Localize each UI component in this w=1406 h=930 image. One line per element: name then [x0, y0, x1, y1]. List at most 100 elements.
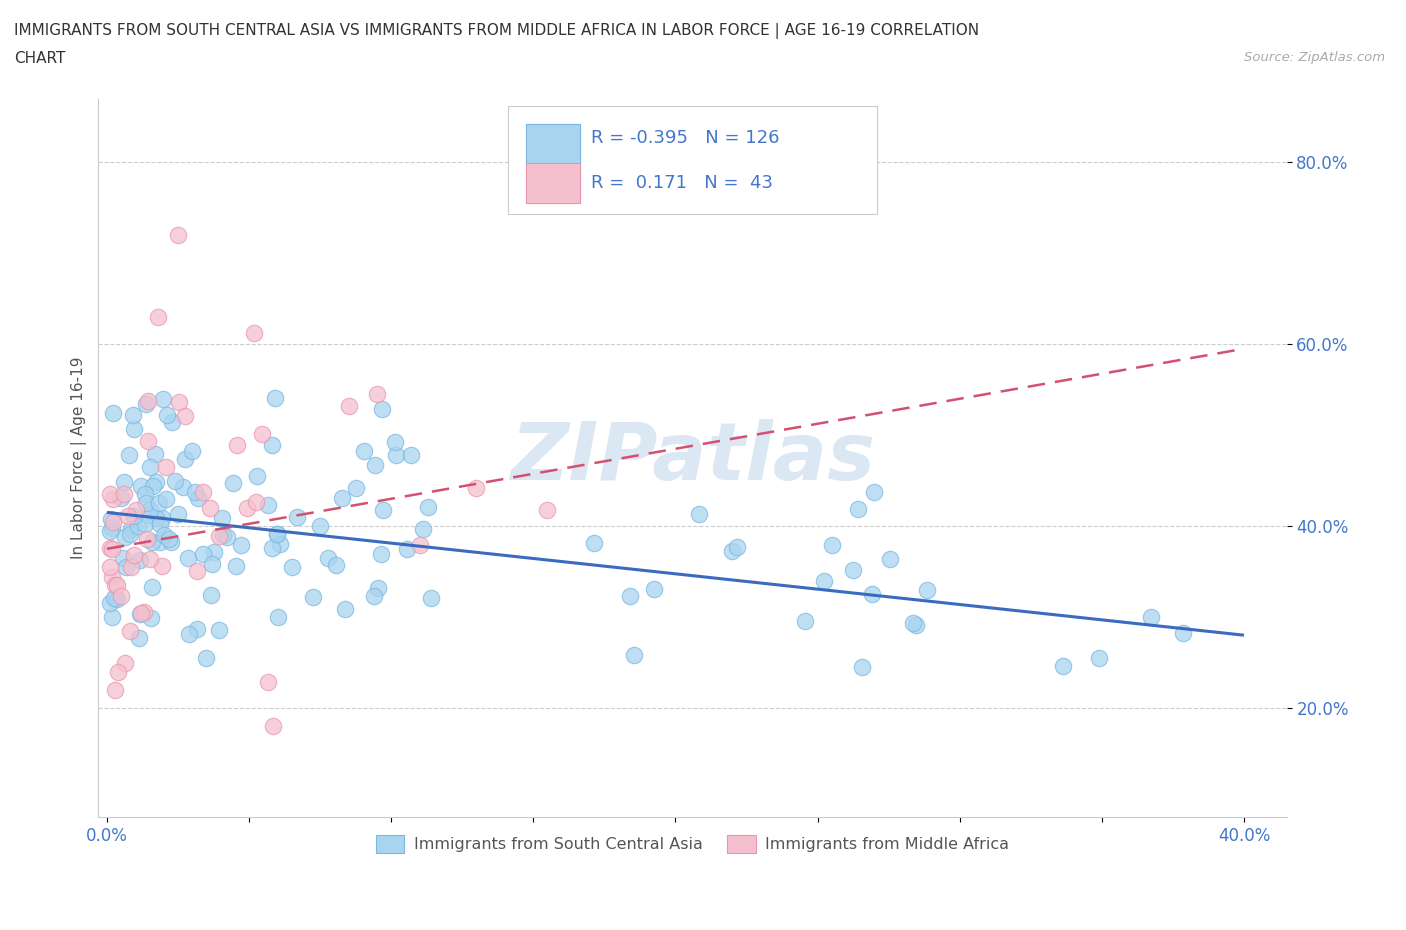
- Legend: Immigrants from South Central Asia, Immigrants from Middle Africa: Immigrants from South Central Asia, Immi…: [370, 828, 1015, 859]
- Point: [122, 547, 145, 562]
- Point: [285, 510, 308, 525]
- Point: [129, 479, 152, 494]
- Point: [134, 486, 156, 501]
- Point: [198, 500, 221, 515]
- Point: [110, 589, 132, 604]
- Point: [120, 522, 142, 537]
- Point: [399, 447, 422, 462]
- Point: [208, 622, 231, 637]
- FancyBboxPatch shape: [526, 124, 579, 164]
- Point: [842, 563, 865, 578]
- Point: [152, 392, 174, 406]
- Point: [98, 595, 121, 610]
- Point: [384, 434, 406, 449]
- Point: [107, 664, 129, 679]
- Point: [160, 415, 183, 430]
- Point: [364, 458, 387, 472]
- Point: [851, 659, 873, 674]
- Point: [465, 481, 488, 496]
- Text: R = -0.395   N = 126: R = -0.395 N = 126: [592, 129, 780, 147]
- Point: [915, 583, 938, 598]
- Point: [264, 391, 287, 405]
- Point: [309, 519, 332, 534]
- Point: [846, 502, 869, 517]
- Point: [901, 615, 924, 630]
- Point: [136, 433, 159, 448]
- Point: [141, 579, 163, 594]
- Point: [176, 551, 198, 565]
- Point: [266, 526, 288, 541]
- Point: [229, 538, 252, 552]
- Point: [141, 535, 163, 550]
- Point: [146, 310, 169, 325]
- Point: [353, 444, 375, 458]
- Point: [183, 485, 205, 499]
- Point: [104, 683, 127, 698]
- Point: [120, 560, 142, 575]
- Point: [159, 535, 181, 550]
- Point: [211, 511, 233, 525]
- Point: [269, 537, 291, 551]
- Point: [129, 606, 152, 621]
- Point: [643, 581, 665, 596]
- Point: [112, 474, 135, 489]
- Point: [105, 591, 128, 606]
- Point: [619, 589, 641, 604]
- Point: [152, 559, 174, 574]
- Point: [337, 398, 360, 413]
- Point: [363, 589, 385, 604]
- Point: [333, 602, 356, 617]
- Point: [860, 586, 883, 601]
- Point: [100, 512, 122, 526]
- Point: [118, 527, 141, 542]
- Point: [194, 651, 217, 666]
- Point: [139, 551, 162, 566]
- Point: [128, 631, 150, 645]
- Point: [104, 578, 127, 592]
- Point: [138, 460, 160, 475]
- Point: [138, 502, 160, 517]
- Point: [101, 609, 124, 624]
- Point: [134, 604, 156, 619]
- Point: [112, 551, 135, 565]
- Point: [153, 528, 176, 543]
- Point: [101, 405, 124, 420]
- Point: [101, 570, 124, 585]
- Point: [98, 560, 121, 575]
- Point: [136, 532, 159, 547]
- Point: [98, 486, 121, 501]
- Point: [344, 481, 367, 496]
- Point: [187, 491, 209, 506]
- Point: [262, 438, 284, 453]
- Point: [142, 478, 165, 493]
- Point: [1171, 626, 1194, 641]
- Point: [904, 618, 927, 632]
- Point: [863, 485, 886, 499]
- Point: [177, 627, 200, 642]
- Point: [114, 656, 136, 671]
- Point: [155, 492, 177, 507]
- Point: [110, 491, 132, 506]
- Point: [623, 647, 645, 662]
- Point: [222, 475, 245, 490]
- Point: [101, 491, 124, 506]
- Point: [172, 480, 194, 495]
- Point: [136, 393, 159, 408]
- Point: [145, 475, 167, 490]
- Text: IMMIGRANTS FROM SOUTH CENTRAL ASIA VS IMMIGRANTS FROM MIDDLE AFRICA IN LABOR FOR: IMMIGRANTS FROM SOUTH CENTRAL ASIA VS IM…: [14, 23, 979, 39]
- Point: [267, 609, 290, 624]
- Point: [127, 519, 149, 534]
- Point: [330, 491, 353, 506]
- Text: ZIPatlas: ZIPatlas: [510, 418, 875, 497]
- Point: [419, 591, 441, 606]
- Point: [370, 546, 392, 561]
- Point: [246, 469, 269, 484]
- Point: [98, 540, 121, 555]
- Point: [245, 494, 267, 509]
- Point: [396, 542, 419, 557]
- Point: [105, 578, 128, 592]
- Point: [256, 498, 278, 512]
- Point: [165, 473, 187, 488]
- Point: [122, 407, 145, 422]
- Point: [412, 522, 434, 537]
